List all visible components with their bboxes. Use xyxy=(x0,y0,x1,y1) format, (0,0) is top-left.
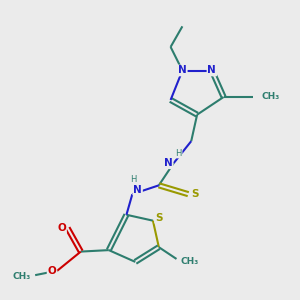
Text: N: N xyxy=(178,65,187,76)
Text: CH₃: CH₃ xyxy=(181,257,199,266)
Text: CH₃: CH₃ xyxy=(262,92,280,101)
Text: S: S xyxy=(155,213,163,223)
Text: O: O xyxy=(57,223,66,233)
Text: N: N xyxy=(164,158,172,168)
Text: CH₃: CH₃ xyxy=(13,272,31,281)
Text: N: N xyxy=(133,185,142,195)
Text: H: H xyxy=(130,176,136,184)
Text: O: O xyxy=(48,266,56,276)
Text: N: N xyxy=(208,65,216,76)
Text: H: H xyxy=(176,149,182,158)
Text: S: S xyxy=(191,189,199,199)
